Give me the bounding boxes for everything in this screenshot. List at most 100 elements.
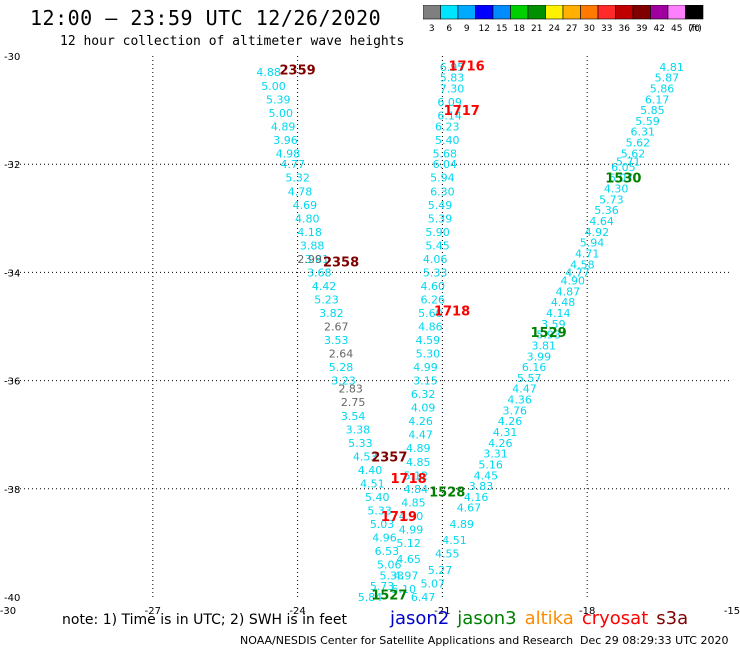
legend-item-s3a: s3a bbox=[656, 608, 689, 629]
wave-height-value: 4.42 bbox=[312, 280, 337, 293]
wave-height-value: 6.95 bbox=[440, 61, 465, 74]
wave-height-value: 6.17 bbox=[645, 93, 670, 106]
wave-height-value: 5.10 bbox=[392, 583, 417, 596]
wave-height-value: 4.84 bbox=[404, 483, 429, 496]
wave-height-value: 4.51 bbox=[442, 534, 467, 547]
wave-height-value: 4.69 bbox=[293, 199, 318, 212]
satellite-legend: jason2 jason3 altika cryosat s3a bbox=[390, 608, 696, 629]
wave-height-value: 5.12 bbox=[404, 469, 429, 482]
wave-height-value: 6.09 bbox=[437, 96, 462, 109]
colorbar-label: 70 bbox=[689, 24, 701, 34]
page-title: 12:00 — 23:59 UTC 12/26/2020 bbox=[30, 6, 382, 30]
wave-height-value: 2.75 bbox=[341, 396, 366, 409]
wave-height-value: 5.07 bbox=[420, 577, 445, 590]
colorbar-label: 42 bbox=[654, 24, 665, 34]
wave-height-value: 6.30 bbox=[430, 185, 455, 198]
wave-height-value: 5.33 bbox=[367, 504, 392, 517]
legend-item-jason2: jason2 bbox=[390, 608, 450, 629]
wave-height-value: 4.77 bbox=[281, 158, 306, 171]
wave-height-value: 4.90 bbox=[560, 275, 585, 288]
pass-time-label: 1529 bbox=[530, 326, 566, 341]
pass-time-label: 1528 bbox=[429, 486, 465, 501]
wave-height-value: 5.87 bbox=[655, 72, 680, 85]
wave-height-value: 4.14 bbox=[546, 307, 571, 320]
wave-height-value: 6.14 bbox=[437, 110, 462, 123]
wave-height-value: 5.36 bbox=[594, 204, 619, 217]
wave-height-value: 3.82 bbox=[319, 307, 344, 320]
wave-height-value: 4.53 bbox=[353, 450, 378, 463]
wave-height-value: 4.45 bbox=[474, 469, 499, 482]
wave-height-value: 4.60 bbox=[420, 280, 445, 293]
wave-height-value: 5.33 bbox=[348, 437, 373, 450]
credit-text: NOAA/NESDIS Center for Satellite Applica… bbox=[240, 634, 574, 647]
colorbar-label: 39 bbox=[636, 24, 648, 34]
wave-height-value: 4.98 bbox=[276, 147, 301, 160]
wave-height-value: 7.30 bbox=[440, 82, 465, 95]
wave-height-value: 4.36 bbox=[507, 394, 532, 407]
wave-height-value: 5.40 bbox=[365, 491, 390, 504]
pass-time-label: 2357 bbox=[371, 450, 407, 465]
pass-time-label: 1718 bbox=[434, 304, 470, 319]
page-subtitle: 12 hour collection of altimeter wave hei… bbox=[60, 34, 405, 49]
wave-height-value: 4.58 bbox=[570, 258, 595, 271]
pass-time-label: 1717 bbox=[444, 104, 480, 119]
wave-height-value: 4.99 bbox=[399, 523, 424, 536]
wave-height-value: 5.60 bbox=[418, 307, 443, 320]
colorbar-label: 6 bbox=[446, 24, 452, 34]
pass-time-label: 1716 bbox=[448, 60, 484, 75]
wave-height-value: 4.30 bbox=[604, 183, 629, 196]
wave-height-value: 5.93 bbox=[536, 329, 561, 342]
wave-height-value: 4.77 bbox=[565, 266, 590, 279]
wave-height-value: 5.85 bbox=[640, 104, 665, 117]
wave-height-value: 4.85 bbox=[406, 456, 431, 469]
y-tick-label: -40 bbox=[4, 593, 20, 604]
wave-height-value: 4.51 bbox=[360, 477, 385, 490]
colorbar-label: 27 bbox=[566, 24, 577, 34]
pass-time-label: 1719 bbox=[381, 510, 417, 525]
wave-height-value: 4.97 bbox=[394, 569, 419, 582]
wave-height-value: 3.31 bbox=[483, 448, 508, 461]
x-tick-label: -15 bbox=[724, 606, 740, 617]
wave-height-value: 4.16 bbox=[464, 491, 489, 504]
wave-height-value: 5.40 bbox=[435, 134, 460, 147]
wave-height-value: 4.48 bbox=[551, 296, 576, 309]
wave-height-value: 4.26 bbox=[498, 415, 523, 428]
wave-height-value: 5.28 bbox=[329, 361, 354, 374]
wave-height-value: 4.99 bbox=[413, 361, 438, 374]
wave-height-value: 4.87 bbox=[556, 285, 581, 298]
wave-height-value: 4.86 bbox=[418, 321, 443, 334]
x-tick-label: -24 bbox=[289, 606, 305, 617]
wave-height-value: 5.33 bbox=[379, 569, 404, 582]
wave-height-value: 5.71 bbox=[616, 155, 641, 168]
colorbar-label: 15 bbox=[496, 24, 507, 34]
color-scale-bar: 3 6 9 12 15 18 21 24 27 30 33 36 39 42 45 70(ft) bbox=[423, 5, 704, 34]
wave-height-value: 5.83 bbox=[440, 72, 465, 85]
wave-height-value: 4.47 bbox=[408, 429, 433, 442]
wave-height-value: 6.23 bbox=[435, 120, 460, 133]
legend-item-cryosat: cryosat bbox=[581, 608, 649, 629]
wave-height-value: 6.05 bbox=[611, 161, 636, 174]
wave-height-value: 4.92 bbox=[585, 226, 610, 239]
wave-height-value: 3.23 bbox=[331, 375, 356, 388]
wave-height-value: 6.26 bbox=[420, 293, 445, 306]
wave-height-value: 5.32 bbox=[285, 172, 310, 185]
wave-height-value: 6.07 bbox=[609, 172, 634, 185]
legend-item-jason3: jason3 bbox=[457, 608, 517, 629]
wave-height-value: 5.23 bbox=[314, 293, 339, 306]
wave-height-value: 3.38 bbox=[346, 423, 371, 436]
wave-height-value: 5.84 bbox=[358, 591, 383, 604]
wave-height-value: 4.90 bbox=[399, 510, 424, 523]
wave-height-value: 4.85 bbox=[401, 496, 426, 509]
wave-height-value: 5.16 bbox=[478, 458, 503, 471]
wave-height-value: 4.26 bbox=[408, 415, 433, 428]
wave-height-value: 5.00 bbox=[268, 107, 293, 120]
wave-height-value: 4.06 bbox=[423, 253, 448, 266]
wave-height-value: 5.30 bbox=[416, 348, 441, 361]
colorbar-label: 3 bbox=[429, 24, 435, 34]
wave-height-value: 4.81 bbox=[659, 61, 684, 74]
wave-height-value: 4.18 bbox=[297, 226, 322, 239]
wave-height-value: 5.86 bbox=[650, 82, 675, 95]
wave-height-value: 3.59 bbox=[541, 318, 566, 331]
wave-height-value: 4.89 bbox=[406, 442, 431, 455]
wave-height-value: 4.89 bbox=[449, 518, 474, 531]
